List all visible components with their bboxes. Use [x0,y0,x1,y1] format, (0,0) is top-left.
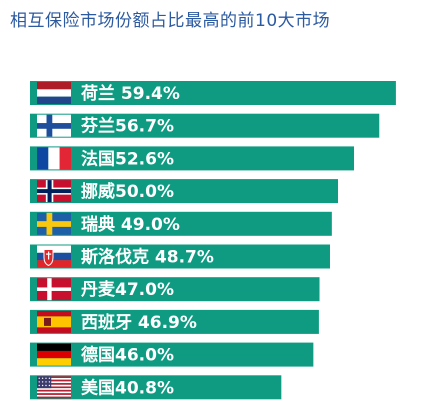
bar-label-5: 瑞典 49.0% [81,214,180,235]
bar-label-2: 芬兰56.7% [80,116,174,137]
bar-label-10: 美国40.8% [81,377,174,398]
bar-7 [30,277,320,302]
netherlands-flag-icon [37,82,71,104]
spain-flag-icon [37,310,71,333]
bar-label-7: 丹麦47.0% [81,279,174,300]
bar-8 [30,309,319,334]
bar-10 [30,375,282,400]
bar-1 [30,81,396,105]
bar-label-4: 挪威50.0% [81,181,174,202]
usa-flag-icon [37,376,71,399]
bar-3 [30,146,355,171]
bar-label-9: 德国46.0% [81,345,174,366]
germany-flag-icon [37,343,71,366]
bar-6 [30,244,330,269]
norway-flag-icon [37,180,71,203]
bar-label-6: 斯洛伐克 48.7% [81,247,214,268]
sweden-flag-icon [37,212,71,235]
bar-label-3: 法国52.6% [81,148,174,169]
bar-label-8: 西班牙 46.9% [81,313,197,333]
denmark-flag-icon [37,278,71,301]
finland-flag-icon [37,114,71,137]
bar-2 [30,113,380,138]
france-flag-icon [37,147,71,170]
bar-9 [30,342,314,367]
chart-title: 相互保险市场份额占比最高的前10大市场 [10,11,331,31]
bar-label-1: 荷兰 59.4% [81,83,180,104]
bar-4 [30,179,338,204]
bar-5 [30,211,332,236]
slovakia-flag-icon [37,245,71,268]
